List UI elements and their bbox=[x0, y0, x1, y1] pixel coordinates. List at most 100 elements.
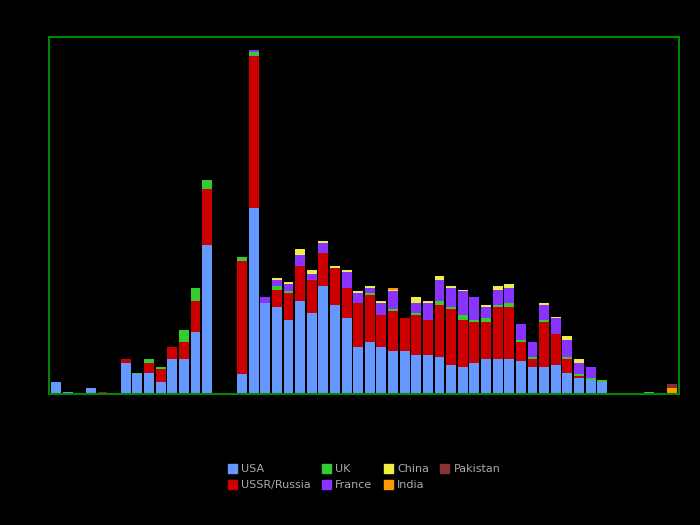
Bar bbox=[272, 278, 282, 280]
Bar bbox=[493, 290, 503, 305]
Bar bbox=[667, 388, 677, 394]
Bar bbox=[144, 373, 154, 394]
Bar bbox=[435, 305, 444, 357]
Bar bbox=[493, 307, 503, 359]
Bar bbox=[539, 322, 549, 367]
Bar bbox=[563, 336, 573, 340]
Bar bbox=[412, 303, 421, 313]
Bar bbox=[597, 380, 607, 382]
Bar bbox=[516, 342, 526, 361]
Bar bbox=[505, 288, 514, 303]
Bar bbox=[284, 284, 293, 291]
Bar bbox=[260, 303, 270, 394]
Bar bbox=[248, 208, 258, 394]
Bar bbox=[586, 380, 596, 394]
Bar bbox=[412, 297, 421, 303]
Bar bbox=[155, 382, 165, 394]
Bar bbox=[458, 320, 468, 367]
Bar bbox=[539, 303, 549, 305]
Bar bbox=[388, 290, 398, 291]
Bar bbox=[505, 284, 514, 288]
Bar bbox=[493, 305, 503, 307]
Bar bbox=[318, 243, 328, 253]
Bar bbox=[144, 359, 154, 363]
Bar bbox=[295, 266, 305, 301]
Bar bbox=[458, 290, 468, 291]
Bar bbox=[574, 359, 584, 363]
Bar bbox=[423, 320, 433, 355]
Bar bbox=[528, 367, 538, 394]
Bar bbox=[284, 282, 293, 284]
Bar bbox=[470, 322, 480, 363]
Bar bbox=[435, 276, 444, 280]
Bar bbox=[446, 309, 456, 365]
Bar bbox=[318, 253, 328, 286]
Bar bbox=[388, 311, 398, 351]
Bar bbox=[435, 357, 444, 394]
Bar bbox=[505, 307, 514, 359]
Bar bbox=[458, 367, 468, 394]
Bar bbox=[330, 305, 340, 394]
Bar bbox=[435, 280, 444, 301]
Bar bbox=[388, 309, 398, 311]
Legend: USA, USSR/Russia, UK, France, China, India, Pakistan: USA, USSR/Russia, UK, France, China, Ind… bbox=[228, 464, 500, 490]
Bar bbox=[248, 50, 258, 52]
Bar bbox=[563, 357, 573, 359]
Bar bbox=[318, 286, 328, 394]
Bar bbox=[272, 286, 282, 290]
Bar bbox=[574, 376, 584, 379]
Bar bbox=[318, 242, 328, 243]
Bar bbox=[539, 305, 549, 320]
Bar bbox=[295, 255, 305, 266]
Bar bbox=[481, 322, 491, 359]
Bar bbox=[167, 348, 177, 359]
Bar bbox=[446, 288, 456, 307]
Bar bbox=[481, 307, 491, 319]
Bar bbox=[190, 288, 200, 301]
Bar bbox=[597, 382, 607, 394]
Bar bbox=[342, 270, 351, 272]
Bar bbox=[412, 313, 421, 314]
Bar bbox=[272, 290, 282, 307]
Bar bbox=[400, 351, 410, 394]
Bar bbox=[446, 307, 456, 309]
Bar bbox=[307, 313, 316, 394]
Bar bbox=[272, 280, 282, 286]
Bar bbox=[342, 319, 351, 394]
Bar bbox=[528, 359, 538, 367]
Bar bbox=[190, 301, 200, 332]
Bar bbox=[354, 291, 363, 293]
Bar bbox=[539, 367, 549, 394]
Bar bbox=[132, 373, 142, 374]
Bar bbox=[516, 324, 526, 340]
Bar bbox=[481, 359, 491, 394]
Bar bbox=[354, 303, 363, 348]
Bar bbox=[505, 359, 514, 394]
Bar bbox=[365, 293, 374, 296]
Bar bbox=[237, 257, 247, 260]
Bar bbox=[563, 340, 573, 357]
Bar bbox=[179, 359, 189, 394]
Bar bbox=[202, 189, 212, 245]
Bar bbox=[260, 297, 270, 303]
Bar bbox=[167, 359, 177, 394]
Bar bbox=[307, 280, 316, 313]
Bar bbox=[365, 342, 374, 394]
Bar bbox=[377, 303, 386, 314]
Bar bbox=[470, 320, 480, 322]
Bar bbox=[516, 340, 526, 342]
Bar bbox=[423, 355, 433, 394]
Bar bbox=[377, 348, 386, 394]
Bar bbox=[516, 361, 526, 394]
Bar bbox=[272, 307, 282, 394]
Bar bbox=[493, 286, 503, 290]
Bar bbox=[365, 288, 374, 293]
Bar bbox=[307, 270, 316, 274]
Bar bbox=[551, 317, 561, 319]
Bar bbox=[342, 272, 351, 288]
Bar bbox=[446, 286, 456, 288]
Bar bbox=[121, 359, 131, 363]
Bar bbox=[563, 373, 573, 394]
Bar bbox=[644, 392, 654, 394]
Bar bbox=[446, 365, 456, 394]
